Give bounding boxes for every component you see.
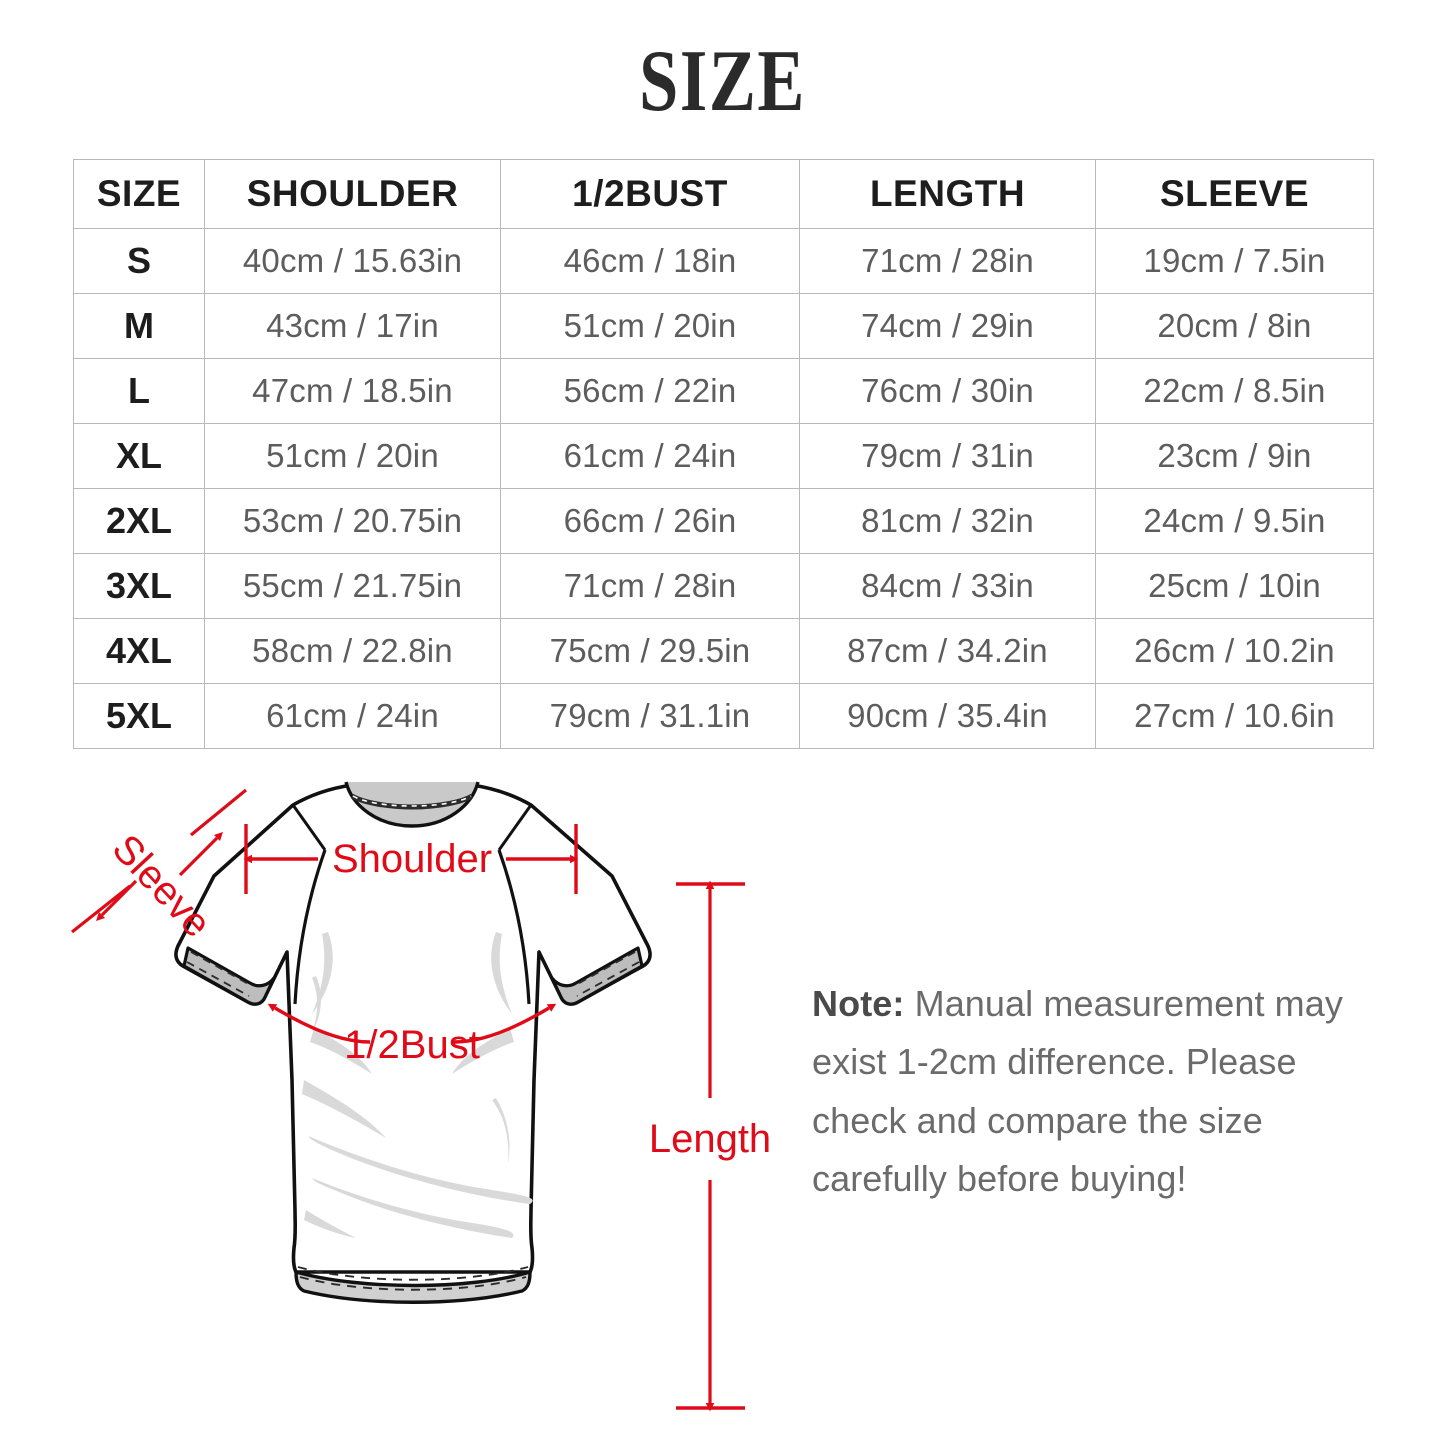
sleeve-top-tick [189, 788, 248, 837]
cell-size: M [73, 293, 205, 359]
tshirt-illustration: Shoulder Sleeve 1/2Bust Length [71, 781, 771, 1412]
cell-length: 84cm / 33in [799, 553, 1096, 619]
table-row: L 47cm / 18.5in 56cm / 22in 76cm / 30in … [73, 358, 1374, 424]
cell-sleeve: 22cm / 8.5in [1095, 358, 1374, 424]
sleeve-arrow-up [178, 832, 223, 877]
collar-stitch-dash [352, 795, 472, 807]
left-armhole-seam [293, 849, 327, 1005]
note-label: Note: [812, 983, 905, 1024]
bottom-hem [294, 1270, 532, 1304]
column-header-bust: 1/2BUST [500, 159, 800, 229]
cell-sleeve: 19cm / 7.5in [1095, 228, 1374, 294]
table-row: 3XL 55cm / 21.75in 71cm / 28in 84cm / 33… [73, 553, 1374, 619]
right-armhole-seam [497, 849, 531, 1005]
cell-sleeve: 25cm / 10in [1095, 553, 1374, 619]
page-title: SIZE [639, 33, 806, 130]
measurement-diagram: Shoulder Sleeve 1/2Bust Length [0, 760, 1445, 1445]
cell-length: 81cm / 32in [799, 488, 1096, 554]
cell-sleeve: 20cm / 8in [1095, 293, 1374, 359]
column-header-sleeve: SLEEVE [1095, 159, 1374, 229]
table-row: 5XL 61cm / 24in 79cm / 31.1in 90cm / 35.… [73, 683, 1374, 749]
sleeve-arrow-down [96, 879, 138, 921]
table-row: 2XL 53cm / 20.75in 66cm / 26in 81cm / 32… [73, 488, 1374, 554]
length-label: Length [649, 1117, 771, 1161]
cell-length: 87cm / 34.2in [799, 618, 1096, 684]
cell-bust: 71cm / 28in [500, 553, 800, 619]
cell-bust: 56cm / 22in [500, 358, 800, 424]
bust-arrow-right [453, 1003, 557, 1044]
bust-label: 1/2Bust [344, 1023, 480, 1067]
hem-stitch-2 [299, 1276, 527, 1291]
left-cuff-stitch-2 [186, 961, 250, 997]
cell-bust: 66cm / 26in [500, 488, 800, 554]
left-sleeve-cuff [182, 946, 276, 1006]
left-cuff-stitch-1 [190, 951, 253, 987]
cell-size: S [73, 228, 205, 294]
cell-size: 2XL [73, 488, 205, 554]
cell-shoulder: 53cm / 20.75in [204, 488, 501, 554]
cell-shoulder: 58cm / 22.8in [204, 618, 501, 684]
bust-measurement: 1/2Bust [267, 1003, 557, 1067]
cell-size: XL [73, 423, 205, 489]
cell-length: 76cm / 30in [799, 358, 1096, 424]
right-cuff-stitch-1 [573, 951, 636, 987]
shoulder-label: Shoulder [332, 837, 492, 881]
table-row: 4XL 58cm / 22.8in 75cm / 29.5in 87cm / 3… [73, 618, 1374, 684]
size-chart-table-container: SIZE SHOULDER 1/2BUST LENGTH SLEEVE S 40… [73, 159, 1374, 749]
cell-bust: 46cm / 18in [500, 228, 800, 294]
right-cuff-stitch-2 [576, 961, 640, 997]
bust-arrow-left [267, 1003, 371, 1044]
cell-size: 3XL [73, 553, 205, 619]
column-header-size: SIZE [73, 159, 205, 229]
table-header-row: SIZE SHOULDER 1/2BUST LENGTH SLEEVE [73, 159, 1374, 229]
cell-sleeve: 26cm / 10.2in [1095, 618, 1374, 684]
table-row: XL 51cm / 20in 61cm / 24in 79cm / 31in 2… [73, 423, 1374, 489]
right-shoulder-seam [497, 804, 533, 851]
cell-bust: 61cm / 24in [500, 423, 800, 489]
note-text: Manual measurement may exist 1-2cm diffe… [812, 983, 1343, 1199]
cell-length: 90cm / 35.4in [799, 683, 1096, 749]
cell-shoulder: 61cm / 24in [204, 683, 501, 749]
sleeve-bottom-tick [71, 884, 131, 934]
shoulder-measurement: Shoulder [243, 824, 579, 894]
column-header-length: LENGTH [799, 159, 1096, 229]
cell-size: 5XL [73, 683, 205, 749]
cell-size: L [73, 358, 205, 424]
cell-shoulder: 43cm / 17in [204, 293, 501, 359]
length-measurement: Length [649, 880, 771, 1412]
cell-length: 74cm / 29in [799, 293, 1096, 359]
cell-shoulder: 40cm / 15.63in [204, 228, 501, 294]
cell-shoulder: 47cm / 18.5in [204, 358, 501, 424]
cell-length: 79cm / 31in [799, 423, 1096, 489]
note-block: Note: Manual measurement may exist 1-2cm… [812, 975, 1392, 1208]
tshirt-outline [174, 781, 652, 1304]
column-header-shoulder: SHOULDER [204, 159, 501, 229]
cell-bust: 79cm / 31.1in [500, 683, 800, 749]
table-row: S 40cm / 15.63in 46cm / 18in 71cm / 28in… [73, 228, 1374, 294]
cell-shoulder: 51cm / 20in [204, 423, 501, 489]
hem-stitch-1 [297, 1266, 529, 1281]
fabric-shading [302, 932, 533, 1238]
sleeve-label: Sleeve [104, 826, 220, 945]
cell-shoulder: 55cm / 21.75in [204, 553, 501, 619]
size-chart-table: SIZE SHOULDER 1/2BUST LENGTH SLEEVE S 40… [73, 159, 1374, 749]
cell-size: 4XL [73, 618, 205, 684]
cell-bust: 51cm / 20in [500, 293, 800, 359]
right-sleeve-cuff [550, 946, 644, 1006]
cell-sleeve: 24cm / 9.5in [1095, 488, 1374, 554]
cell-sleeve: 27cm / 10.6in [1095, 683, 1374, 749]
collar-inner-edge [344, 781, 480, 828]
cell-bust: 75cm / 29.5in [500, 618, 800, 684]
collar-inner-fill [346, 782, 478, 826]
cell-sleeve: 23cm / 9in [1095, 423, 1374, 489]
left-shoulder-seam [291, 804, 327, 851]
table-row: M 43cm / 17in 51cm / 20in 74cm / 29in 20… [73, 293, 1374, 359]
cell-length: 71cm / 28in [799, 228, 1096, 294]
